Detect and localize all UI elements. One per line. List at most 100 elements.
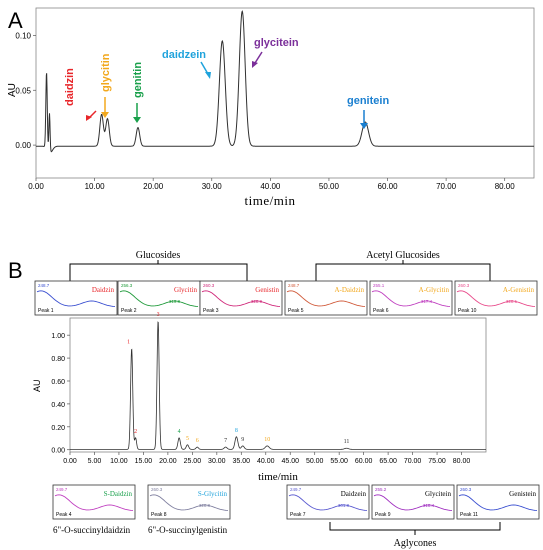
spectrum-box-p10: 260.3 328.1 A-Genistin Peak 10 xyxy=(454,280,538,316)
x-tick-label: 10.00 xyxy=(85,182,106,191)
spectrum-box-p1: 248.7 Daidzin Peak 1 xyxy=(34,280,118,316)
y-tick-label: 0.00 xyxy=(15,141,31,150)
y-tick-label: 0.20 xyxy=(51,425,65,432)
y-tick-label: 0.00 xyxy=(51,448,65,455)
y-tick-label: 0.05 xyxy=(15,86,31,95)
spectrum-compound-name: Daidzin xyxy=(92,286,115,294)
peak-label-11: 11 xyxy=(344,439,350,445)
spectrum-peak-label: Peak 5 xyxy=(288,308,304,314)
panel-a-chart: 0.00 10.00 20.00 30.00 40.00 50.00 60.00 70.00 8… xyxy=(7,7,535,208)
y-tick-label: 0.40 xyxy=(51,402,65,409)
peak-label-4: 4 xyxy=(178,429,181,435)
acetyl-glucosides-label: Acetyl Glucosides xyxy=(366,250,440,261)
panel-a-ylabel: AU xyxy=(7,83,18,97)
spectrum-lambda-max: 256.3 xyxy=(121,283,133,288)
caption-succinylgenistin: 6"-O-succinylgenistin xyxy=(148,525,228,535)
spectrum-peak-label: Peak 6 xyxy=(373,308,389,314)
x-tick-label: 20.00 xyxy=(159,458,177,465)
peak-label-2: 2 xyxy=(134,429,137,435)
spectrum-lambda-2: 328.9 xyxy=(251,299,263,304)
x-tick-label: 60.00 xyxy=(378,182,399,191)
y-tick-label: 0.60 xyxy=(51,379,65,386)
spectrum-compound-name: A-Daidzin xyxy=(334,286,364,294)
annotation-glycitein: glycitein xyxy=(252,37,299,68)
peak-label-3: 3 xyxy=(157,312,160,318)
spectrum-compound-name: Glycitein xyxy=(425,490,452,498)
spectrum-lambda-max: 260.3 xyxy=(203,283,215,288)
spectrum-lambda-max: 260.3 xyxy=(458,283,470,288)
spectrum-lambda-max: 260.3 xyxy=(460,487,472,492)
spectrum-lambda-max: 249.7 xyxy=(290,487,302,492)
spectrum-box-p6: 255.1 317.4 A-Glycitin Peak 6 xyxy=(369,280,453,316)
spectrum-lambda-max: 255.1 xyxy=(373,283,385,288)
x-tick-label: 10.00 xyxy=(110,458,128,465)
spectrum-lambda-2: 301.8 xyxy=(338,503,350,508)
panel-b-frame xyxy=(69,317,487,453)
spectrum-frame xyxy=(52,484,136,520)
spectrum-peak-label: Peak 2 xyxy=(121,308,137,314)
spectrum-compound-name: Glycitin xyxy=(174,286,197,294)
spectrum-lambda-2: 328.8 xyxy=(199,503,211,508)
spectrum-frame xyxy=(34,280,118,316)
x-tick-label: 0.00 xyxy=(63,458,77,465)
panel-a-frame xyxy=(35,7,535,179)
x-tick-label: 80.00 xyxy=(453,458,471,465)
spectrum-compound-name: A-Genistin xyxy=(503,286,535,294)
spectrum-frame xyxy=(147,484,231,520)
spectrum-lambda-2: 318.4 xyxy=(423,503,435,508)
arrowhead-icon xyxy=(101,112,109,118)
spectrum-compound-name: Daidzein xyxy=(341,490,367,498)
uv-spectrum-curve xyxy=(119,290,199,308)
annotation-glycitein-label: glycitein xyxy=(254,37,299,49)
spectrum-compound-name: Genistin xyxy=(255,286,279,294)
x-tick-label: 70.00 xyxy=(404,458,422,465)
spectrum-peak-label: Peak 9 xyxy=(375,512,391,518)
x-tick-label: 50.00 xyxy=(306,458,324,465)
annotation-genitein-label: genitein xyxy=(347,95,389,107)
spectrum-peak-label: Peak 8 xyxy=(151,512,167,518)
peak-label-6: 6 xyxy=(196,438,199,444)
spectrum-lambda-max: 255.2 xyxy=(375,487,387,492)
uv-spectrum-curve xyxy=(201,290,281,308)
annotation-genitin-label: genitin xyxy=(132,62,144,98)
spectrum-lambda-2: 328.1 xyxy=(506,299,518,304)
arrowhead-icon xyxy=(360,123,368,129)
spectrum-compound-name: S-Glycitin xyxy=(198,490,228,498)
panel-b-chart: 0.00 5.00 10.00 15.00 20.00 25.00 30.00 35.00 40… xyxy=(32,312,487,483)
uv-spectrum-curve xyxy=(373,494,453,512)
uv-spectrum-curve xyxy=(456,290,536,308)
spectrum-frame xyxy=(371,484,455,520)
spectrum-box-p8: 260.3 328.8 S-Glycitin Peak 8 xyxy=(147,484,231,520)
peak-label-5: 5 xyxy=(186,436,189,442)
x-tick-label: 0.00 xyxy=(28,182,44,191)
annotation-daidzein-label: daidzein xyxy=(162,49,206,61)
annotation-daidzein: daidzein xyxy=(162,49,211,79)
peak-label-8: 8 xyxy=(235,428,238,434)
glucosides-bracket xyxy=(69,260,248,281)
spectrum-lambda-2: 317.4 xyxy=(421,299,433,304)
x-tick-label: 60.00 xyxy=(355,458,373,465)
spectrum-frame xyxy=(286,484,370,520)
spectrum-compound-name: Genistein xyxy=(509,490,536,498)
x-tick-label: 30.00 xyxy=(208,458,226,465)
x-tick-label: 35.00 xyxy=(233,458,251,465)
uv-spectrum-curve xyxy=(288,494,368,512)
spectrum-frame xyxy=(456,484,540,520)
arrowhead-icon xyxy=(252,61,258,68)
y-tick-label: 0.80 xyxy=(51,356,65,363)
x-tick-label: 55.00 xyxy=(330,458,348,465)
arrowhead-icon xyxy=(133,117,141,123)
spectrum-box-p3: 260.3 328.9 Genistin Peak 3 xyxy=(199,280,283,316)
x-tick-label: 45.00 xyxy=(281,458,299,465)
glucosides-label: Glucosides xyxy=(136,250,181,261)
x-tick-label: 20.00 xyxy=(143,182,164,191)
spectrum-box-p9: 255.2 318.4 Glycitein Peak 9 xyxy=(371,484,455,520)
acetyl-glucosides-bracket xyxy=(315,260,491,281)
spectrum-lambda-2: 319.8 xyxy=(169,299,181,304)
spectrum-peak-label: Peak 10 xyxy=(458,308,477,314)
spectrum-frame xyxy=(454,280,538,316)
x-tick-label: 30.00 xyxy=(202,182,223,191)
x-tick-label: 75.00 xyxy=(428,458,446,465)
x-tick-label: 15.00 xyxy=(135,458,153,465)
spectrum-box-p4: 249.7 S-Daidzin Peak 4 xyxy=(52,484,136,520)
